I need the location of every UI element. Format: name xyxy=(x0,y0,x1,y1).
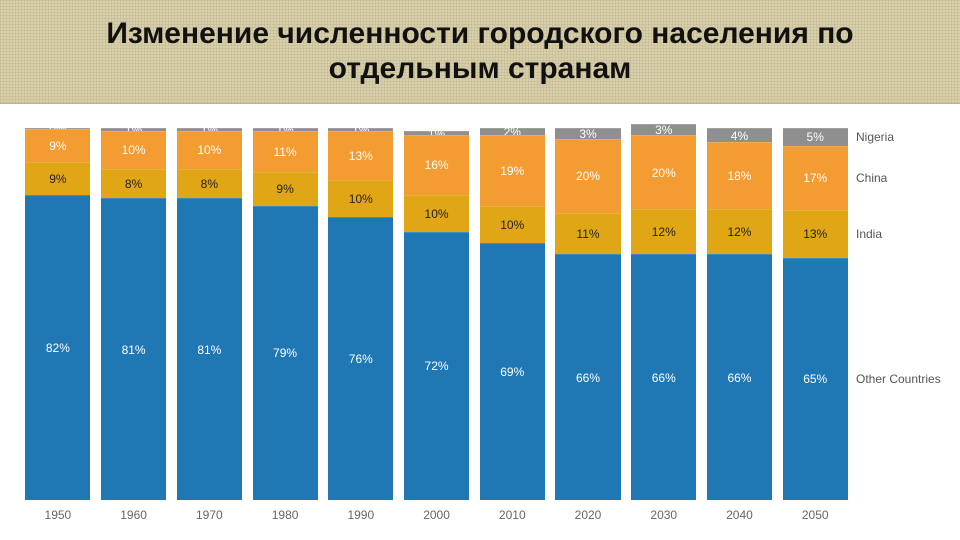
segment-india: 10% xyxy=(328,180,393,217)
x-axis-label: 1960 xyxy=(96,508,172,532)
segment-china: 13% xyxy=(328,131,393,179)
segment-india: 8% xyxy=(177,169,242,199)
segment-india: 9% xyxy=(253,172,318,206)
segment-nigeria: 5% xyxy=(783,128,848,147)
legend-item-nigeria: Nigeria xyxy=(856,130,894,144)
segment-china: 11% xyxy=(253,131,318,172)
segment-china: 19% xyxy=(480,135,545,206)
segment-other: 66% xyxy=(631,254,696,500)
segment-india: 9% xyxy=(25,162,90,195)
bar: 1%13%10%76% xyxy=(328,128,393,500)
bars-row: 0%9%9%82%1%10%8%81%1%10%8%81%1%11%9%79%1… xyxy=(20,116,853,500)
segment-nigeria: 2% xyxy=(480,128,545,135)
segment-other: 66% xyxy=(707,254,772,500)
segment-india: 12% xyxy=(707,209,772,254)
bar-slot: 3%20%11%66% xyxy=(550,116,626,500)
legend-item-india: India xyxy=(856,227,882,241)
segment-other: 66% xyxy=(555,254,620,500)
bar-slot: 0%9%9%82% xyxy=(20,116,96,500)
segment-india: 10% xyxy=(480,206,545,243)
segment-other: 69% xyxy=(480,243,545,500)
bar: 2%19%10%69% xyxy=(480,128,545,500)
segment-other: 76% xyxy=(328,217,393,500)
segment-china: 16% xyxy=(404,135,469,195)
bar: 3%20%11%66% xyxy=(555,128,620,500)
legend-item-other: Other Countries xyxy=(856,372,941,386)
bar-slot: 1%10%8%81% xyxy=(171,116,247,500)
x-axis-label: 2040 xyxy=(702,508,778,532)
title-band: Изменение численности городского населен… xyxy=(0,0,960,104)
x-axis-label: 2020 xyxy=(550,508,626,532)
segment-china: 18% xyxy=(707,142,772,209)
segment-china: 9% xyxy=(25,129,90,162)
bar-slot: 1%16%10%72% xyxy=(399,116,475,500)
segment-nigeria: 4% xyxy=(707,128,772,143)
x-axis-label: 2030 xyxy=(626,508,702,532)
bar: 1%11%9%79% xyxy=(253,128,318,500)
segment-china: 20% xyxy=(631,135,696,209)
segment-china: 17% xyxy=(783,146,848,209)
x-axis-label: 1990 xyxy=(323,508,399,532)
bar-slot: 1%10%8%81% xyxy=(96,116,172,500)
segment-other: 79% xyxy=(253,206,318,500)
segment-india: 10% xyxy=(404,195,469,232)
bar-slot: 5%17%13%65% xyxy=(777,116,853,500)
x-axis-label: 2010 xyxy=(474,508,550,532)
segment-india: 13% xyxy=(783,210,848,258)
segment-nigeria: 3% xyxy=(555,128,620,139)
legend-item-china: China xyxy=(856,171,887,185)
x-axis-label: 1950 xyxy=(20,508,96,532)
bar: 1%10%8%81% xyxy=(101,128,166,500)
segment-other: 81% xyxy=(101,198,166,500)
stacked-bar-chart: 0%9%9%82%1%10%8%81%1%10%8%81%1%11%9%79%1… xyxy=(20,116,853,500)
bar-slot: 3%20%12%66% xyxy=(626,116,702,500)
segment-other: 72% xyxy=(404,232,469,500)
bar-slot: 1%13%10%76% xyxy=(323,116,399,500)
segment-nigeria: 3% xyxy=(631,124,696,135)
chart-legend: Nigeria China India Other Countries xyxy=(856,116,956,500)
segment-india: 8% xyxy=(101,169,166,199)
segment-other: 65% xyxy=(783,258,848,500)
bar: 3%20%12%66% xyxy=(631,124,696,500)
bar: 4%18%12%66% xyxy=(707,128,772,500)
segment-china: 10% xyxy=(101,131,166,168)
segment-other: 82% xyxy=(25,195,90,500)
bar: 1%16%10%72% xyxy=(404,131,469,500)
bar-slot: 2%19%10%69% xyxy=(474,116,550,500)
x-axis-label: 1970 xyxy=(171,508,247,532)
bar-slot: 4%18%12%66% xyxy=(702,116,778,500)
x-axis-labels: 1950196019701980199020002010202020302040… xyxy=(20,508,853,532)
segment-china: 10% xyxy=(177,131,242,168)
page-title: Изменение численности городского населен… xyxy=(20,17,940,86)
segment-china: 20% xyxy=(555,139,620,213)
segment-india: 12% xyxy=(631,209,696,254)
bar: 0%9%9%82% xyxy=(25,128,90,500)
bar: 5%17%13%65% xyxy=(783,128,848,500)
bar: 1%10%8%81% xyxy=(177,128,242,500)
segment-india: 11% xyxy=(555,213,620,254)
x-axis-label: 1980 xyxy=(247,508,323,532)
x-axis-label: 2050 xyxy=(777,508,853,532)
bar-slot: 1%11%9%79% xyxy=(247,116,323,500)
x-axis-label: 2000 xyxy=(399,508,475,532)
segment-other: 81% xyxy=(177,198,242,500)
